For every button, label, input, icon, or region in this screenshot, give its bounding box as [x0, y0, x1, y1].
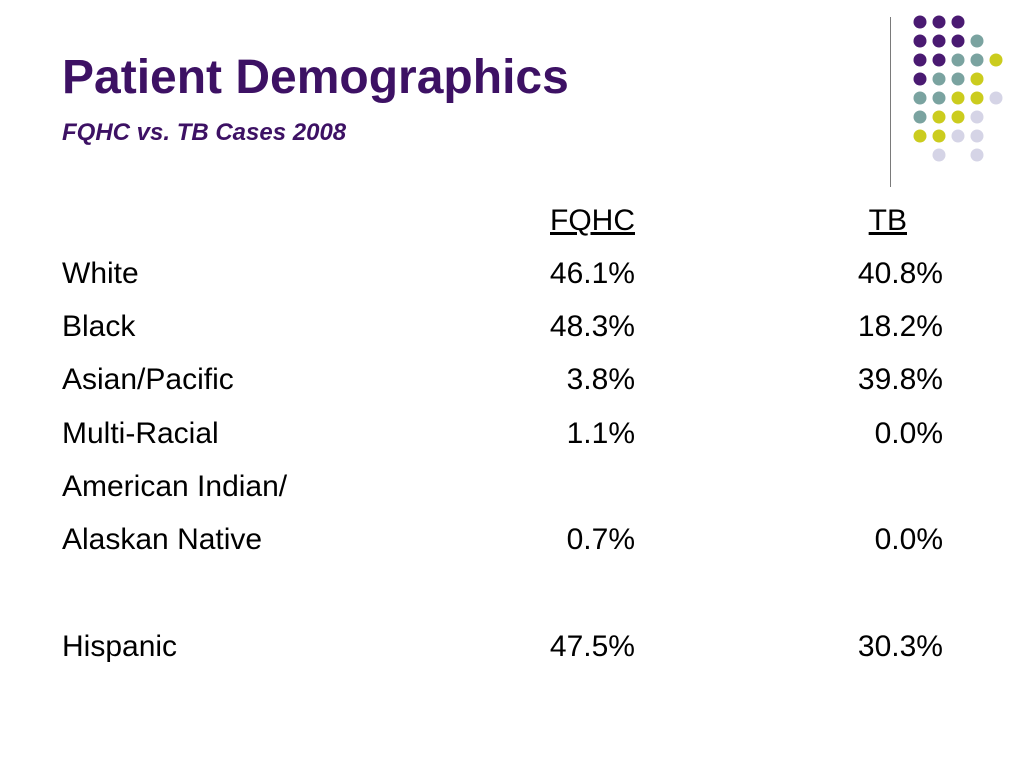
- row-label: Asian/Pacific: [62, 363, 234, 396]
- tb-value: 0.0%: [874, 523, 943, 556]
- table-row: American Indian/: [0, 467, 1024, 507]
- slide-title: Patient Demographics: [62, 51, 569, 104]
- row-label: Alaskan Native: [62, 523, 263, 556]
- dot: [913, 91, 927, 105]
- row-label: Hispanic: [62, 630, 178, 663]
- fqhc-value: 48.3%: [549, 310, 635, 343]
- row-label: American Indian/: [62, 470, 288, 503]
- table-row: Black 48.3% 18.2%: [0, 307, 1024, 347]
- table-row: Multi-Racial 1.1% 0.0%: [0, 414, 1024, 454]
- row-label: Black: [62, 310, 136, 343]
- dot: [913, 15, 927, 29]
- dot: [932, 110, 946, 124]
- column-header-fqhc: FQHC: [550, 204, 635, 237]
- row-label: White: [62, 257, 139, 290]
- column-header-tb: TB: [868, 204, 907, 237]
- tb-value: 39.8%: [857, 363, 943, 396]
- dot: [970, 110, 984, 124]
- dot: [932, 34, 946, 48]
- row-label: Multi-Racial: [62, 417, 219, 450]
- dot: [913, 129, 927, 143]
- dot: [970, 34, 984, 48]
- slide-subtitle: FQHC vs. TB Cases 2008: [62, 119, 347, 146]
- dot: [951, 34, 965, 48]
- dot: [951, 53, 965, 67]
- fqhc-value: 0.7%: [566, 523, 635, 556]
- fqhc-value: 46.1%: [549, 257, 635, 290]
- dot: [951, 91, 965, 105]
- dot: [932, 148, 946, 162]
- dot: [989, 91, 1003, 105]
- dot: [932, 129, 946, 143]
- dot: [970, 129, 984, 143]
- tb-value: 40.8%: [857, 257, 943, 290]
- dot: [932, 15, 946, 29]
- vertical-divider: [890, 17, 891, 187]
- dot: [951, 72, 965, 86]
- dot: [970, 148, 984, 162]
- dot: [913, 53, 927, 67]
- table-header-row: FQHC TB: [0, 201, 1024, 241]
- table-row: Asian/Pacific 3.8% 39.8%: [0, 360, 1024, 400]
- dot: [913, 110, 927, 124]
- fqhc-value: 1.1%: [566, 417, 635, 450]
- tb-value: 18.2%: [857, 310, 943, 343]
- tb-value: 0.0%: [874, 417, 943, 450]
- dot: [951, 129, 965, 143]
- dot: [951, 15, 965, 29]
- dot: [989, 53, 1003, 67]
- dot: [970, 53, 984, 67]
- fqhc-value: 47.5%: [549, 630, 635, 663]
- fqhc-value: 3.8%: [566, 363, 635, 396]
- dot: [951, 110, 965, 124]
- dot: [970, 72, 984, 86]
- dot: [932, 72, 946, 86]
- table-row: Hispanic 47.5% 30.3%: [0, 627, 1024, 667]
- dot: [913, 34, 927, 48]
- table-row: Alaskan Native 0.7% 0.0%: [0, 520, 1024, 560]
- dot: [913, 72, 927, 86]
- dot: [932, 53, 946, 67]
- tb-value: 30.3%: [857, 630, 943, 663]
- dot: [970, 91, 984, 105]
- table-row: White 46.1% 40.8%: [0, 254, 1024, 294]
- dot: [932, 91, 946, 105]
